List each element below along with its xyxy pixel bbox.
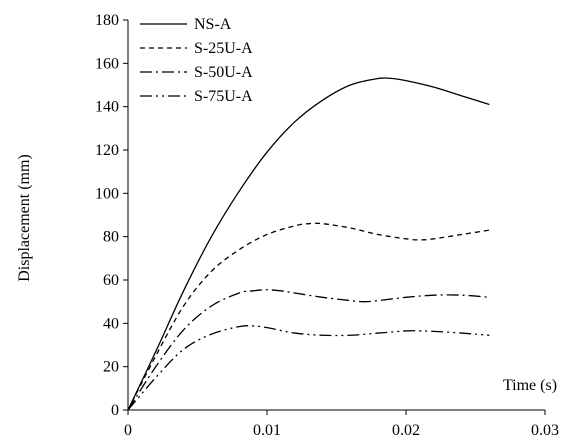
legend-label: S-25U-A xyxy=(194,40,253,57)
axes: 0 20 40 60 80 100 120 140 160 180 0 0.01 0.02 0.03 xyxy=(95,12,559,439)
y-tick-label: 120 xyxy=(95,142,119,159)
y-tick-label: 160 xyxy=(95,55,119,72)
x-tick-label: 0.03 xyxy=(531,422,559,439)
legend-label: S-50U-A xyxy=(194,64,253,81)
series-line-4 xyxy=(127,325,490,411)
y-tick-label: 40 xyxy=(103,315,119,332)
series-layer xyxy=(127,77,490,411)
x-tick-label: 0 xyxy=(124,422,132,439)
y-tick-label: 20 xyxy=(103,359,119,376)
legend-label: NS-A xyxy=(194,16,232,33)
series-line-2 xyxy=(127,222,490,411)
x-axis-title: Time (s) xyxy=(503,377,557,394)
series-line-3 xyxy=(127,289,490,411)
x-tick-label: 0.01 xyxy=(253,422,281,439)
y-tick-label: 180 xyxy=(95,12,119,29)
legend: NS-A S-25U-A S-50U-A S-75U-A xyxy=(140,16,253,105)
y-tick-label: 100 xyxy=(95,185,119,202)
y-tick-label: 60 xyxy=(103,272,119,289)
y-axis-title: Displacement (mm) xyxy=(16,154,33,282)
x-tick-label: 0.02 xyxy=(392,422,420,439)
y-tick-label: 0 xyxy=(111,402,119,419)
legend-label: S-75U-A xyxy=(194,88,253,105)
y-tick-label: 140 xyxy=(95,99,119,116)
series-line-1 xyxy=(127,77,490,411)
y-tick-label: 80 xyxy=(103,229,119,246)
